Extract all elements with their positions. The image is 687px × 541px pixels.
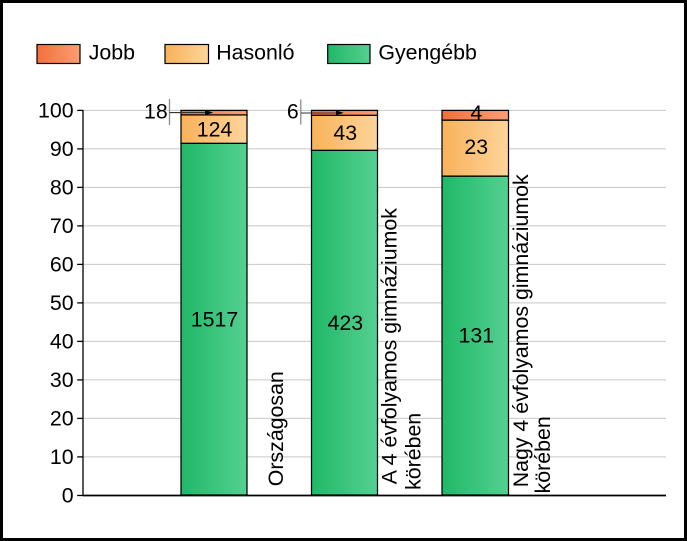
svg-text:50: 50	[50, 291, 74, 315]
svg-text:Jobb: Jobb	[89, 40, 135, 64]
svg-text:40: 40	[50, 329, 74, 353]
svg-text:20: 20	[50, 406, 74, 430]
svg-text:Nagy 4 évfolyamos gimnáziumok: Nagy 4 évfolyamos gimnáziumok	[509, 174, 533, 487]
svg-text:90: 90	[50, 137, 74, 161]
svg-text:A 4 évfolyamos gimnáziumok: A 4 évfolyamos gimnáziumok	[378, 208, 402, 485]
svg-text:60: 60	[50, 252, 74, 276]
svg-text:0: 0	[62, 483, 74, 507]
svg-text:4: 4	[470, 101, 482, 125]
svg-text:körében: körében	[401, 413, 425, 490]
svg-text:körében: körében	[531, 416, 555, 493]
svg-text:Gyengébb: Gyengébb	[378, 40, 476, 64]
svg-text:Hasonló: Hasonló	[216, 40, 294, 64]
svg-text:10: 10	[50, 445, 74, 469]
svg-text:70: 70	[50, 214, 74, 238]
svg-text:100: 100	[38, 98, 74, 122]
svg-text:43: 43	[333, 121, 357, 145]
svg-text:6: 6	[287, 99, 299, 123]
svg-text:423: 423	[328, 311, 364, 335]
svg-text:80: 80	[50, 175, 74, 199]
svg-text:Országosan: Országosan	[264, 371, 288, 486]
svg-text:124: 124	[197, 117, 233, 141]
svg-text:18: 18	[144, 99, 168, 123]
svg-text:23: 23	[464, 135, 488, 159]
svg-text:131: 131	[459, 323, 495, 347]
svg-text:30: 30	[50, 368, 74, 392]
svg-text:1517: 1517	[191, 307, 238, 331]
